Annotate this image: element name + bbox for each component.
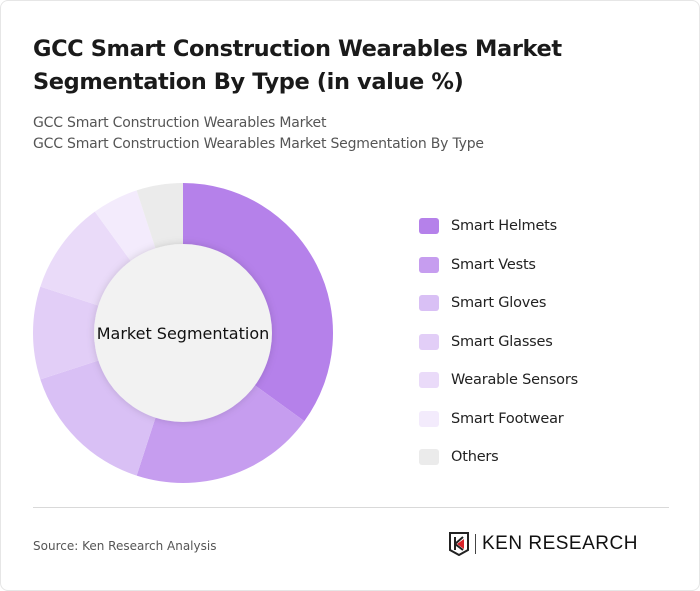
legend-swatch xyxy=(419,333,439,350)
legend-label: Smart Gloves xyxy=(451,295,547,312)
legend-label: Others xyxy=(451,449,499,466)
chart-title: GCC Smart Construction Wearables Market … xyxy=(33,36,562,95)
center-label: Market Segmentation xyxy=(97,324,270,343)
chart-subtitle-2: GCC Smart Construction Wearables Market … xyxy=(33,136,484,152)
legend-label: Smart Vests xyxy=(451,256,536,273)
legend-swatch xyxy=(419,218,439,235)
legend-item: Smart Gloves xyxy=(419,284,578,323)
legend-swatch xyxy=(419,256,439,273)
legend-label: Smart Helmets xyxy=(451,218,558,235)
donut-center xyxy=(94,244,272,422)
legend-item: Smart Glasses xyxy=(419,323,578,362)
legend-swatch xyxy=(419,295,439,312)
legend-item: Others xyxy=(419,438,578,477)
legend-item: Smart Footwear xyxy=(419,400,578,439)
divider xyxy=(33,507,669,508)
legend-label: Smart Footwear xyxy=(451,410,564,427)
legend-swatch xyxy=(419,410,439,427)
legend-item: Wearable Sensors xyxy=(419,361,578,400)
legend-item: Smart Helmets xyxy=(419,207,578,246)
logo-separator xyxy=(475,534,476,554)
legend-swatch xyxy=(419,372,439,389)
ken-research-logo: KEN RESEARCH xyxy=(448,532,638,556)
ken-logo-icon xyxy=(449,532,469,556)
legend-item: Smart Vests xyxy=(419,246,578,285)
legend-label: Smart Glasses xyxy=(451,333,553,350)
chart-subtitle: GCC Smart Construction Wearables Market xyxy=(33,115,327,131)
legend-label: Wearable Sensors xyxy=(451,372,578,389)
legend: Smart Helmets Smart Vests Smart Gloves Smar… xyxy=(419,207,578,477)
legend-swatch xyxy=(419,449,439,466)
donut-chart: Market Segmentation xyxy=(33,183,333,483)
logo-text: KEN RESEARCH xyxy=(482,533,638,554)
source-note: Source: Ken Research Analysis xyxy=(33,539,217,553)
